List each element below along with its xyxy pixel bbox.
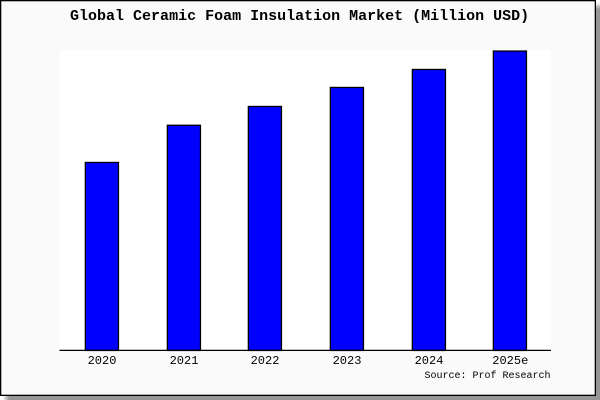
svg-text:2020: 2020 — [88, 354, 117, 368]
svg-text:2025e: 2025e — [492, 354, 528, 368]
svg-text:2022: 2022 — [251, 354, 280, 368]
svg-text:Global Ceramic Foam Insulation: Global Ceramic Foam Insulation Market (M… — [70, 8, 529, 25]
svg-text:2023: 2023 — [333, 354, 362, 368]
svg-text:2024: 2024 — [415, 354, 444, 368]
svg-text:2021: 2021 — [170, 354, 199, 368]
svg-text:Source: Prof Research: Source: Prof Research — [424, 370, 550, 382]
